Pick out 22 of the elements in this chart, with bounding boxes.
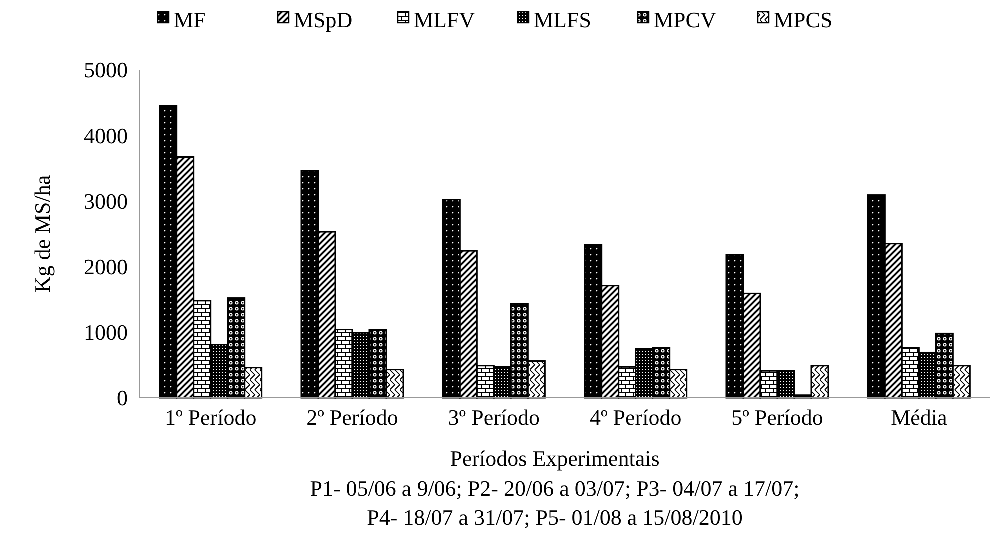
y-tick-label: 5000: [84, 58, 128, 83]
x-tick-label: 3º Período: [448, 405, 540, 430]
x-tick-label: Média: [891, 405, 948, 430]
x-tick-label: 2º Período: [306, 405, 398, 430]
y-tick-label: 2000: [84, 254, 128, 280]
legend-label: MLFV: [414, 8, 476, 33]
x-tick-label: 4º Período: [590, 405, 682, 430]
legend-label: MLFS: [534, 8, 592, 33]
legend-label: MPCS: [774, 8, 833, 33]
text: P1- 05/06 a 9/06; P2- 20/06 a 03/07; P3- 04/07 a 17/07;: [310, 476, 800, 501]
y-tick-label: 1000: [84, 320, 128, 346]
legend-label: MF: [174, 8, 206, 33]
legend-label: MPCV: [654, 8, 716, 33]
x-tick-label: 5º Período: [732, 405, 824, 430]
y-tick-label: 3000: [84, 188, 128, 214]
x-axis-title: Períodos Experimentais: [450, 446, 660, 471]
y-axis-title: Kg de MS/ha: [30, 175, 55, 293]
legend-label: MSpD: [294, 8, 353, 33]
text: P4- 18/07 a 31/07; P5- 01/08 a 15/08/2010: [367, 505, 743, 530]
y-tick-label: 0: [117, 386, 128, 411]
y-tick-label: 4000: [84, 123, 128, 148]
x-tick-label: 1º Período: [164, 405, 257, 430]
